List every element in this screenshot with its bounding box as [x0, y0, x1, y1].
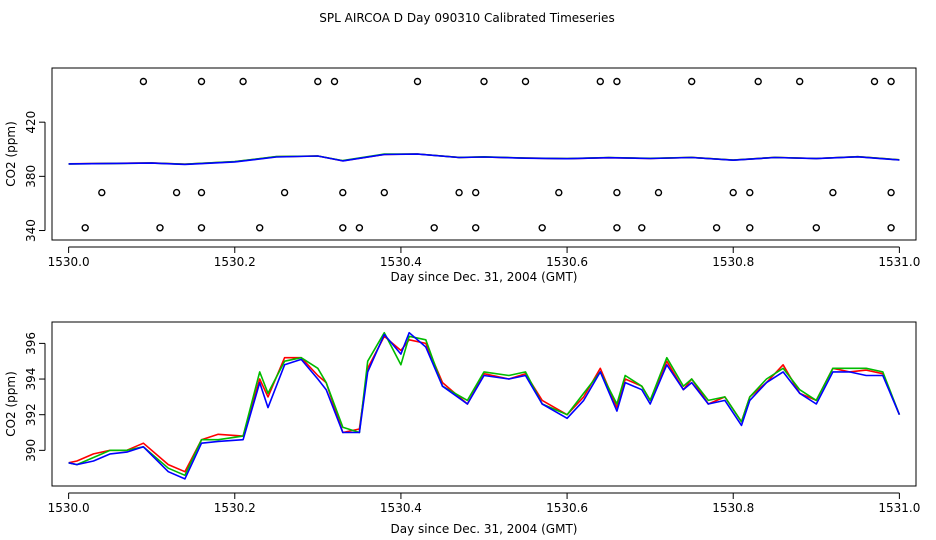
lower-markers-point	[538, 224, 546, 232]
series-2-line	[68, 331, 901, 477]
x-tick-label: 1531.0	[878, 501, 920, 515]
marker-layer	[81, 77, 895, 232]
upper-markers-point	[413, 77, 422, 86]
y-tick-label: 420	[24, 111, 38, 134]
lower-markers-point	[156, 224, 164, 232]
middle-markers-point	[829, 188, 837, 197]
y-tick-label: 390	[24, 439, 38, 462]
x-axis-label: Day since Dec. 31, 2004 (GMT)	[391, 522, 578, 536]
lower-markers-point	[812, 224, 820, 232]
series-3-line	[68, 153, 900, 166]
y-tick-label: 396	[24, 332, 38, 355]
y-axis: 340 380 420	[24, 111, 46, 242]
series-1-line	[68, 335, 901, 473]
upper-markers-point	[330, 77, 339, 86]
lower-markers-point	[613, 224, 621, 232]
lower-markers-point	[430, 224, 438, 232]
plot-frame	[51, 321, 917, 487]
lower-markers-point	[638, 224, 646, 232]
upper-markers-point	[521, 77, 530, 86]
x-tick-label: 1531.0	[878, 255, 920, 269]
x-tick-label: 1530.0	[48, 255, 90, 269]
series-layer	[68, 153, 900, 166]
lower-markers-point	[197, 224, 206, 232]
upper-markers-point	[754, 77, 762, 86]
x-tick-label: 1530.4	[380, 501, 422, 515]
x-tick-label: 1530.0	[48, 501, 90, 515]
lower-markers-point	[887, 224, 895, 232]
top-panel: 1530.0 1530.2 1530.4 1530.6 1530.8 1531.0 340…	[4, 67, 920, 284]
x-tick-label: 1530.6	[546, 501, 588, 515]
lower-markers-point	[472, 224, 480, 232]
upper-markers-point	[887, 77, 895, 86]
x-axis-label: Day since Dec. 31, 2004 (GMT)	[391, 270, 578, 284]
series-2-line	[68, 153, 900, 165]
upper-markers-point	[239, 77, 247, 86]
x-tick-label: 1530.2	[214, 255, 256, 269]
x-tick-label: 1530.6	[546, 255, 588, 269]
series-3-line	[68, 331, 901, 480]
middle-markers-point	[555, 188, 563, 197]
lower-markers-point	[256, 224, 264, 232]
middle-markers-point	[472, 188, 480, 197]
chart-title: SPL AIRCOA D Day 090310 Calibrated Times…	[319, 11, 614, 25]
y-axis-label: CO2 (ppm)	[4, 121, 18, 187]
middle-markers-point	[887, 188, 895, 197]
middle-markers-point	[729, 188, 737, 197]
x-tick-label: 1530.8	[712, 501, 754, 515]
middle-markers-point	[98, 188, 106, 197]
middle-markers-point	[172, 188, 181, 197]
middle-markers-point	[746, 188, 754, 197]
y-tick-label: 340	[24, 219, 38, 242]
series-layer	[68, 331, 901, 480]
y-tick-label: 380	[24, 165, 38, 188]
middle-markers-point	[339, 188, 347, 197]
y-axis-label: CO2 (ppm)	[4, 371, 18, 437]
y-axis: 390 392 394 396	[24, 332, 46, 462]
upper-markers-point	[688, 77, 696, 86]
middle-markers-point	[654, 188, 663, 197]
upper-markers-point	[139, 77, 148, 86]
lower-markers-point	[355, 224, 364, 232]
x-tick-label: 1530.4	[380, 255, 422, 269]
x-tick-label: 1530.8	[712, 255, 754, 269]
y-tick-label: 392	[24, 403, 38, 426]
x-tick-label: 1530.2	[214, 501, 256, 515]
upper-markers-point	[796, 77, 804, 86]
lower-markers-point	[81, 224, 89, 232]
lower-markers-point	[712, 224, 721, 232]
lower-markers-point	[746, 224, 754, 232]
upper-markers-point	[870, 77, 879, 86]
middle-markers-point	[380, 188, 388, 197]
series-1-line	[68, 153, 900, 165]
middle-markers-point	[197, 188, 206, 197]
y-tick-label: 394	[24, 368, 38, 391]
middle-markers-point	[613, 188, 621, 197]
upper-markers-point	[596, 77, 604, 86]
middle-markers-point	[455, 188, 463, 197]
upper-markers-point	[613, 77, 621, 86]
lower-markers-point	[339, 224, 347, 232]
middle-markers-point	[280, 188, 289, 197]
x-axis: 1530.0 1530.2 1530.4 1530.6 1530.8 1531.0	[48, 246, 920, 269]
upper-markers-point	[314, 77, 322, 86]
x-axis: 1530.0 1530.2 1530.4 1530.6 1530.8 1531.0	[48, 492, 920, 515]
upper-markers-point	[480, 77, 488, 86]
plot-frame	[51, 67, 917, 241]
bottom-panel: 1530.0 1530.2 1530.4 1530.6 1530.8 1531.0 390…	[4, 321, 920, 536]
upper-markers-point	[197, 77, 206, 86]
